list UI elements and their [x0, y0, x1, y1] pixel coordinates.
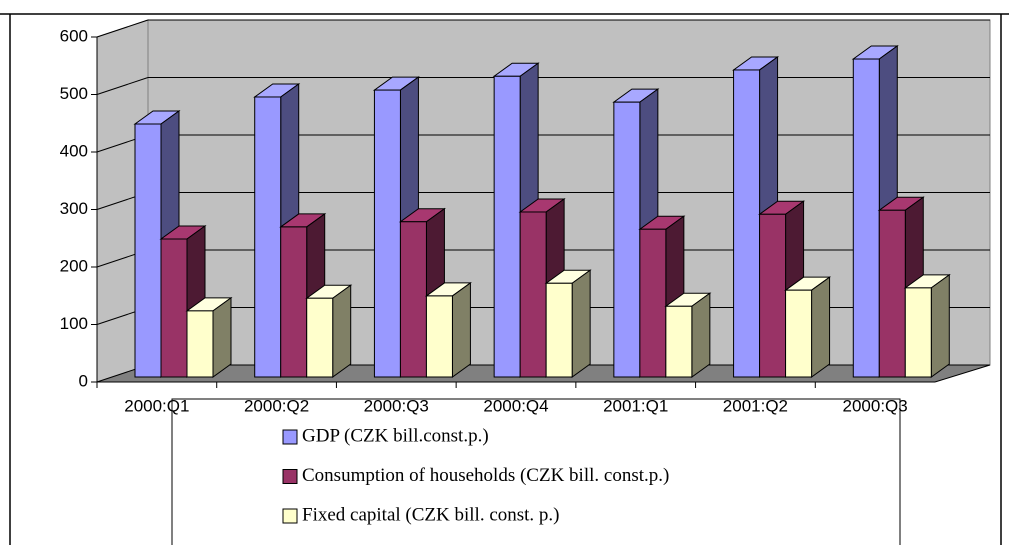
- x-tick-label: 2000:Q3: [843, 396, 908, 415]
- x-tick-label: 2001:Q2: [723, 396, 788, 415]
- bar-front: [904, 287, 932, 378]
- bar-front: [280, 226, 308, 378]
- bar: [544, 269, 592, 378]
- bar-front: [733, 69, 761, 378]
- bar-front: [519, 211, 547, 378]
- grid-line: [96, 19, 149, 38]
- bar-front: [399, 221, 427, 378]
- x-tick-label: 2001:Q1: [603, 396, 668, 415]
- bar-front: [613, 101, 641, 378]
- bar: [253, 82, 301, 378]
- x-tick-label: 2000:Q4: [483, 396, 548, 415]
- bar-front: [186, 310, 214, 378]
- labels: 0 100 200 300 400 500 600 2000:Q1 2000:Q2 2000:Q3…: [60, 26, 908, 525]
- bar: [185, 296, 233, 378]
- bar-front: [373, 89, 401, 378]
- x-tick-label: 2000:Q1: [124, 396, 189, 415]
- legend-label: Consumption of households (CZK bill. con…: [302, 465, 669, 486]
- bar-front: [493, 75, 521, 378]
- bar-side: [212, 296, 232, 378]
- bar-front: [425, 295, 453, 378]
- bar-front: [306, 297, 334, 378]
- y-tick-label: 200: [60, 256, 88, 275]
- y-tick-label: 300: [60, 199, 88, 218]
- y-tick-label: 400: [60, 141, 88, 160]
- bar-front: [852, 58, 880, 378]
- bar: [903, 273, 951, 378]
- legend-marker: [282, 429, 298, 445]
- legend-marker: [282, 469, 298, 484]
- legend-marker: [282, 508, 298, 524]
- bar: [305, 284, 353, 378]
- bar-front: [759, 213, 787, 378]
- bars: [133, 45, 951, 378]
- legend-label: Fixed capital (CZK bill. const. p.): [302, 504, 560, 525]
- bar-side: [571, 269, 591, 378]
- bar-front: [254, 96, 282, 378]
- bar-front: [134, 123, 162, 378]
- bar-side: [332, 284, 352, 378]
- bar-front: [785, 289, 813, 378]
- bar-front: [878, 209, 906, 378]
- x-tick-label: 2000:Q3: [364, 396, 429, 415]
- grid: [91, 19, 990, 388]
- bar: [424, 281, 472, 378]
- bar-front: [639, 228, 667, 378]
- bar-side: [930, 273, 950, 378]
- y-tick-label: 600: [60, 26, 88, 45]
- bar: [784, 276, 832, 378]
- grid-line: [96, 77, 149, 95]
- y-tick-label: 0: [79, 371, 88, 390]
- bar-side: [451, 281, 471, 378]
- bar-front: [545, 282, 573, 378]
- floor-edge: [934, 364, 991, 383]
- x-tick-label: 2000:Q2: [244, 396, 309, 415]
- bar-side: [691, 292, 711, 378]
- bar-front: [160, 238, 188, 378]
- bar-front: [665, 305, 693, 378]
- y-tick-label: 100: [60, 314, 88, 333]
- legend-label: GDP (CZK bill.const.p.): [302, 425, 489, 446]
- bar-side: [811, 276, 831, 378]
- y-tick-label: 500: [60, 84, 88, 103]
- bar: [664, 292, 712, 378]
